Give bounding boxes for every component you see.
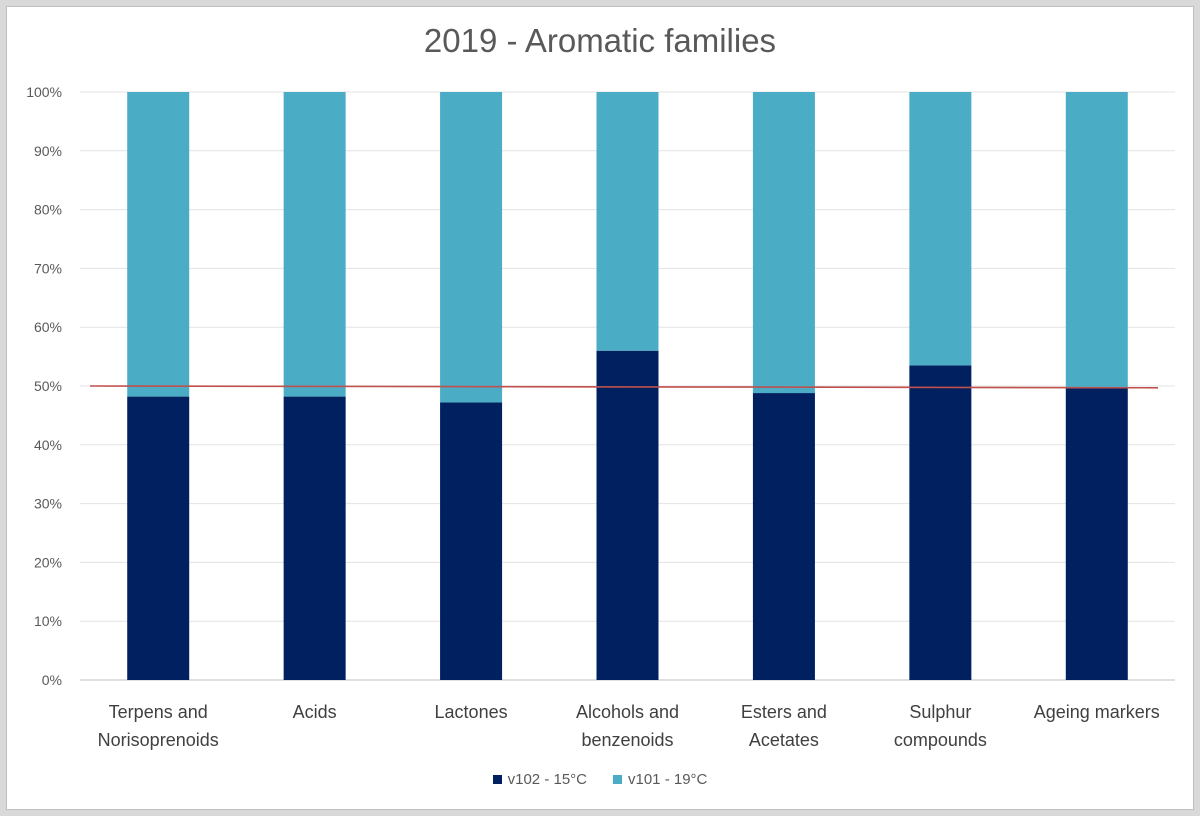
y-tick-label: 70% bbox=[34, 260, 62, 276]
y-tick-label: 20% bbox=[34, 554, 62, 570]
reference-line-50 bbox=[89, 385, 1159, 389]
legend-swatch-v101 bbox=[613, 775, 622, 784]
bar-segment-v102 bbox=[127, 396, 190, 680]
bar-segment-v102 bbox=[1065, 388, 1128, 680]
bar-segment-v101 bbox=[596, 92, 659, 351]
x-tick-label: Terpens and bbox=[109, 702, 208, 722]
bar-segment-v102 bbox=[752, 393, 815, 680]
y-tick-label: 50% bbox=[34, 378, 62, 394]
bar-segment-v102 bbox=[440, 402, 503, 680]
x-tick-label: Norisoprenoids bbox=[98, 730, 219, 750]
x-tick-label: compounds bbox=[894, 730, 987, 750]
x-tick-label: Acids bbox=[293, 702, 337, 722]
y-tick-label: 0% bbox=[42, 672, 62, 688]
bar-segment-v101 bbox=[752, 92, 815, 394]
y-tick-label: 30% bbox=[34, 496, 62, 512]
bar-segment-v102 bbox=[596, 350, 659, 680]
y-tick-label: 90% bbox=[34, 143, 62, 159]
chart-title: 2019 - Aromatic families bbox=[423, 22, 777, 59]
x-tick-label: Ageing markers bbox=[1034, 702, 1160, 722]
legend-item-v101: v101 - 19°C bbox=[613, 771, 707, 788]
y-tick-label: 60% bbox=[34, 319, 62, 335]
y-tick-label: 80% bbox=[34, 202, 62, 218]
bar-segment-v102 bbox=[909, 365, 972, 680]
y-tick-label: 100% bbox=[26, 84, 62, 100]
x-tick-label: Esters and bbox=[741, 702, 827, 722]
legend-item-v102: v102 - 15°C bbox=[492, 771, 587, 788]
legend-label-v102: v102 - 15°C bbox=[507, 771, 587, 788]
bar-segment-v101 bbox=[909, 92, 972, 366]
legend: v102 - 15°C v101 - 19°C bbox=[0, 771, 1200, 788]
bar-segment-v101 bbox=[127, 92, 190, 397]
bar-segment-v101 bbox=[1065, 92, 1128, 389]
y-tick-label: 40% bbox=[34, 437, 62, 453]
bar-segment-v101 bbox=[283, 92, 346, 397]
x-tick-label: Lactones bbox=[435, 702, 508, 722]
x-tick-label: Sulphur bbox=[909, 702, 971, 722]
x-tick-label: Alcohols and bbox=[576, 702, 679, 722]
x-tick-label: benzenoids bbox=[581, 730, 673, 750]
legend-label-v101: v101 - 19°C bbox=[628, 771, 708, 788]
bar-segment-v102 bbox=[283, 396, 346, 680]
y-tick-label: 10% bbox=[34, 613, 62, 629]
x-tick-label: Acetates bbox=[749, 730, 819, 750]
legend-swatch-v102 bbox=[492, 775, 502, 784]
bar-segment-v101 bbox=[440, 92, 503, 403]
